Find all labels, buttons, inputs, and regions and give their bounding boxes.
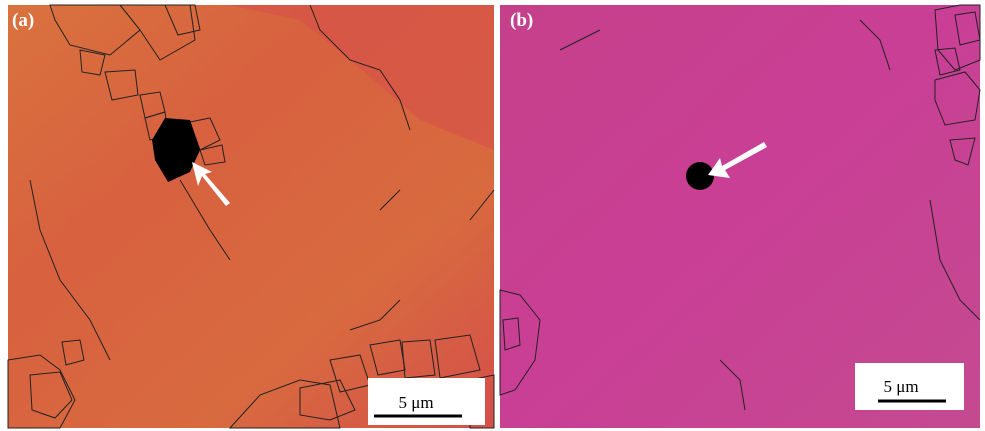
scale-bar-label: 5 μm: [883, 377, 918, 396]
page: (a) 5 μm (b) 5 μm (() => { const data = …: [0, 0, 985, 431]
figure: (a) 5 μm (b) 5 μm: [0, 0, 985, 431]
panel-a: (a) 5 μm: [8, 5, 494, 428]
panel-label: (b): [510, 10, 533, 31]
scale-bar-label: 5 μm: [398, 393, 433, 412]
panel-b: (b) 5 μm: [500, 5, 980, 428]
panel-label: (a): [12, 10, 34, 31]
particle: [686, 162, 714, 190]
